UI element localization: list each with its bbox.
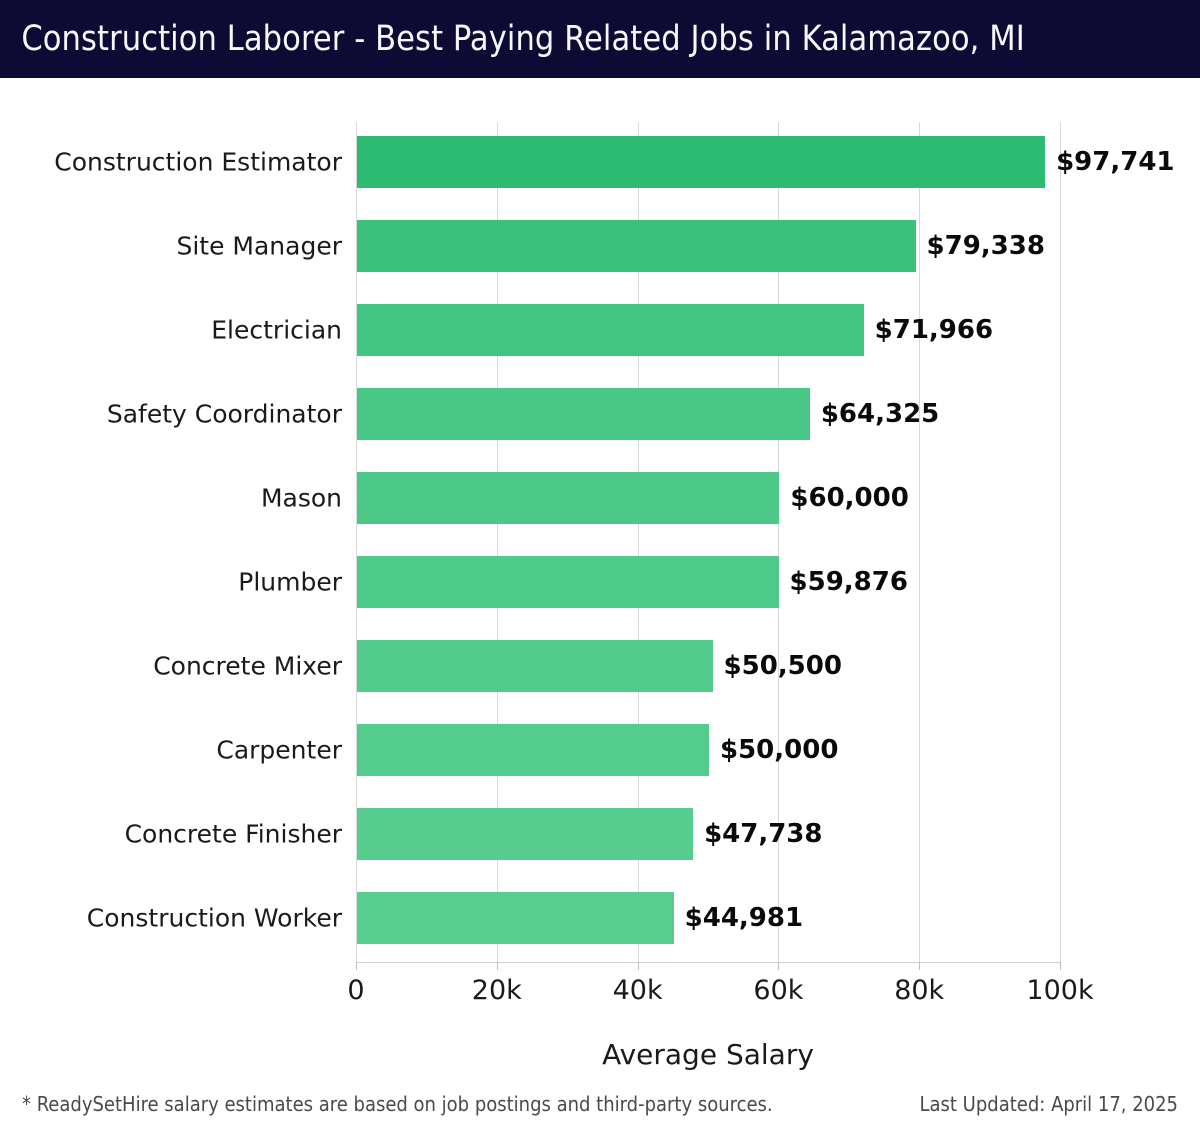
tick-mark-80k [919,962,921,970]
bar-row[interactable]: Electrician $71,966 [0,304,1200,356]
gridline-0 [356,122,357,962]
gridline-40k [637,122,639,962]
bar-row[interactable]: Mason $60,000 [0,472,1200,524]
bar-chart: Construction Estimator $97,741 Site Manage… [0,78,1200,1140]
bar[interactable] [357,892,674,944]
gridline-100k [1060,122,1061,962]
gridlines [356,122,1061,962]
tick-mark-20k [496,962,498,970]
bar[interactable] [357,304,864,356]
bar-row[interactable]: Site Manager $79,338 [0,220,1200,272]
bar-row[interactable]: Construction Worker $44,981 [0,892,1200,944]
bar[interactable] [357,136,1046,188]
x-tick-label: 60k [753,975,804,1006]
category-label: Electrician [211,315,342,345]
bar-row[interactable]: Plumber $59,876 [0,556,1200,608]
bar-value-label: $97,741 [1056,147,1175,177]
bar-row[interactable]: Concrete Mixer $50,500 [0,640,1200,692]
tick-mark-0 [356,962,357,970]
category-label: Mason [260,483,342,513]
bar-value-label: $71,966 [874,315,994,345]
bar-value-label: $60,000 [790,483,909,513]
bar[interactable] [357,220,916,272]
bar[interactable] [357,556,779,608]
category-label: Concrete Finisher [124,819,342,849]
x-axis-line [356,962,1061,963]
bar-value-label: $47,738 [704,819,823,849]
bar[interactable] [357,640,713,692]
bar-value-label: $50,000 [720,735,839,765]
category-label: Site Manager [176,231,342,261]
tick-mark-100k [1060,962,1061,970]
bar-value-label: $50,500 [723,651,842,681]
bar-value-label: $59,876 [789,567,908,597]
x-tick-label: 80k [894,975,945,1006]
bar[interactable] [357,724,709,776]
category-label: Safety Coordinator [106,399,342,429]
x-tick-label: 20k [471,975,522,1006]
category-label: Plumber [238,567,342,597]
bar-row[interactable]: Carpenter $50,000 [0,724,1200,776]
category-label: Construction Estimator [54,147,342,177]
bar-row[interactable]: Safety Coordinator $64,325 [0,388,1200,440]
x-tick-label: 100k [1026,975,1094,1006]
bar-row[interactable]: Concrete Finisher $47,738 [0,808,1200,860]
bar-value-label: $79,338 [926,231,1045,261]
x-tick-label: 0 [347,975,365,1006]
bar-row[interactable]: Construction Estimator $97,741 [0,136,1200,188]
gridline-80k [919,122,921,962]
bar[interactable] [357,472,780,524]
bar-value-label: $64,325 [820,399,940,429]
bar-value-label: $44,981 [684,903,804,933]
footer-disclaimer: * ReadySetHire salary estimates are base… [22,1092,773,1116]
x-tick-label: 40k [612,975,663,1006]
title-bar: Construction Laborer - Best Paying Relat… [0,0,1200,78]
x-axis-title: Average Salary [602,1038,814,1071]
gridline-20k [496,122,498,962]
page-title: Construction Laborer - Best Paying Relat… [21,19,1025,59]
category-label: Construction Worker [86,903,342,933]
bar[interactable] [357,808,694,860]
tick-mark-40k [637,962,639,970]
footer: * ReadySetHire salary estimates are base… [0,1092,1200,1140]
category-label: Carpenter [216,735,342,765]
tick-mark-60k [778,962,780,970]
gridline-60k [778,122,780,962]
bar[interactable] [357,388,810,440]
footer-last-updated: Last Updated: April 17, 2025 [919,1092,1179,1116]
category-label: Concrete Mixer [153,651,342,681]
